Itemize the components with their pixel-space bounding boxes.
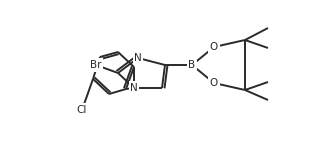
Text: N: N xyxy=(130,83,138,93)
Text: N: N xyxy=(134,53,142,63)
Text: Br: Br xyxy=(90,60,102,70)
Text: B: B xyxy=(189,60,196,70)
Text: O: O xyxy=(210,42,218,52)
Text: Cl: Cl xyxy=(77,105,87,115)
Text: O: O xyxy=(210,78,218,88)
